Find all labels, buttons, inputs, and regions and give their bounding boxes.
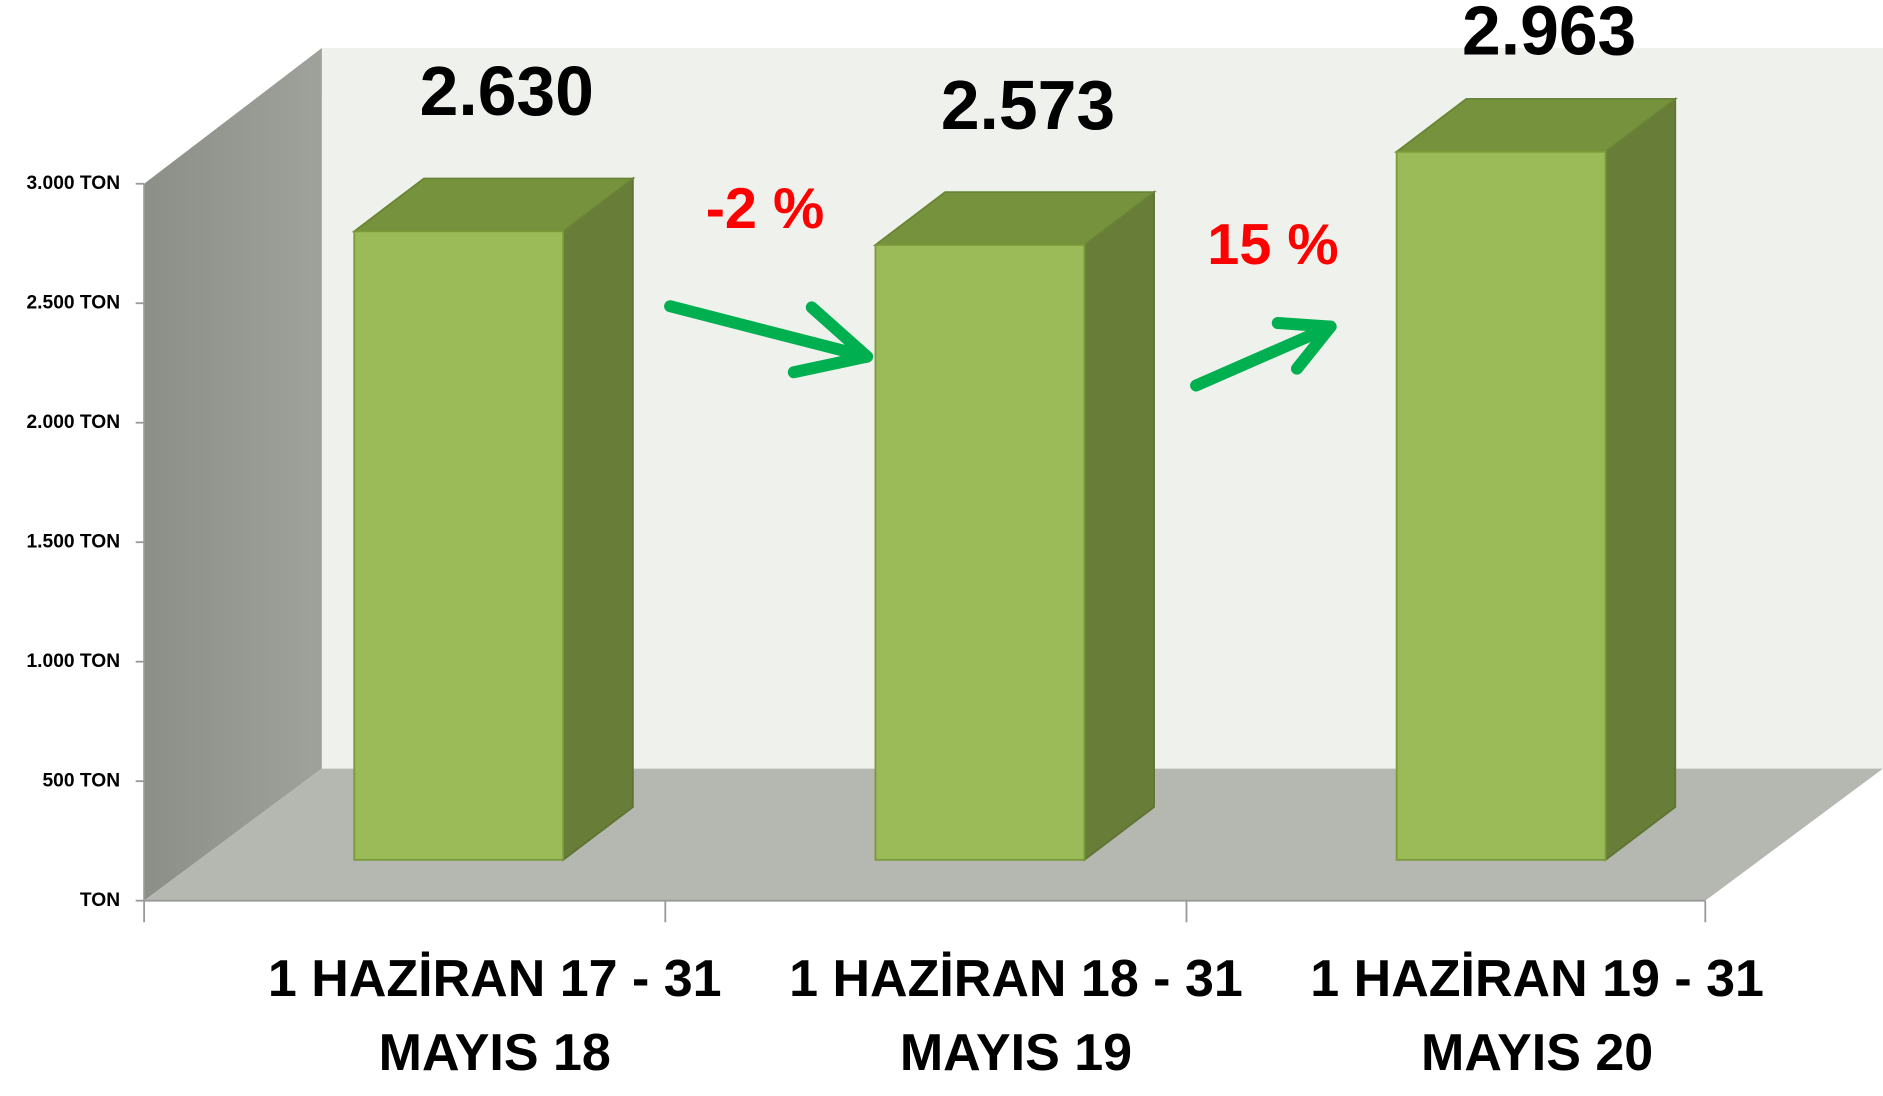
bar: [874, 244, 1086, 861]
annotation: -2 %: [706, 177, 825, 241]
x-tick-label: 1 HAZİRAN 17 - 31 MAYIS 18: [267, 950, 722, 1082]
bar-side: [1604, 97, 1677, 862]
x-tick-label: 1 HAZİRAN 18 - 31 MAYIS 19: [789, 950, 1243, 1082]
arrow: [664, 300, 874, 379]
bar: [1395, 150, 1607, 861]
bar-side: [1083, 190, 1155, 862]
plot-area: -2 % 15 % TON 500 TON 1.000 TON 1.500 TON 2.…: [27, 0, 1883, 923]
y-tick-label: TON: [80, 890, 120, 911]
bar: [353, 230, 565, 861]
y-tick-label: 1.500 TON: [27, 531, 121, 552]
value-label: 2.630: [420, 52, 594, 130]
y-tick-label: 1.000 TON: [27, 651, 121, 672]
value-label: 2.963: [1462, 0, 1636, 69]
annotation: 15 %: [1207, 213, 1338, 277]
value-label: 2.573: [941, 66, 1115, 144]
bar-side: [562, 176, 634, 862]
y-tick-label: 2.000 TON: [27, 412, 121, 433]
y-tick-label: 500 TON: [43, 770, 121, 791]
side-wall: [144, 48, 322, 901]
x-tick-label: 1 HAZİRAN 19 - 31 MAYIS 20: [1310, 950, 1764, 1082]
y-tick-label: 3.000 TON: [27, 173, 121, 194]
arrow: [1190, 317, 1337, 392]
y-tick-label: 2.500 TON: [27, 292, 121, 313]
